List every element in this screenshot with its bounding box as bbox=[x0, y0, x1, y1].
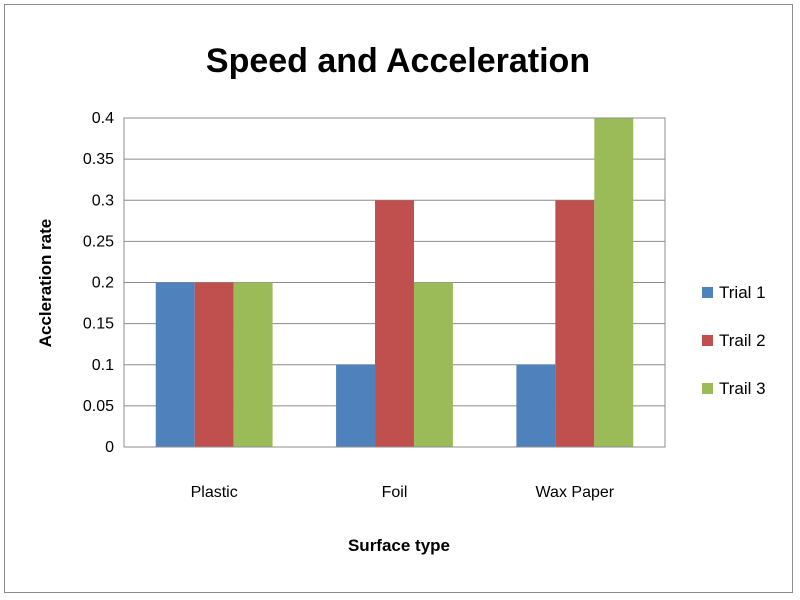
y-tick-label: 0 bbox=[105, 439, 114, 456]
legend-label: Trail 2 bbox=[719, 331, 766, 350]
x-tick-label: Foil bbox=[382, 484, 408, 501]
y-tick-label: 0.2 bbox=[92, 275, 114, 292]
bar bbox=[155, 282, 195, 447]
y-tick-label: 0.15 bbox=[83, 316, 114, 333]
bar bbox=[233, 282, 273, 447]
bar bbox=[336, 364, 376, 447]
y-tick-label: 0.3 bbox=[92, 192, 114, 209]
x-tick-label: Plastic bbox=[191, 484, 238, 501]
y-axis-ticks: 0 0.05 0.1 0.15 0.2 0.25 0.3 0.35 0.4 bbox=[83, 110, 114, 456]
y-tick-label: 0.25 bbox=[83, 233, 114, 250]
plot-area-border bbox=[123, 117, 666, 448]
bars bbox=[155, 118, 634, 447]
y-tick-label: 0.05 bbox=[83, 398, 114, 415]
y-tick-label: 0.4 bbox=[92, 110, 114, 127]
x-axis-title: Surface type bbox=[348, 536, 450, 555]
legend-swatch bbox=[702, 335, 713, 346]
legend-swatch bbox=[702, 383, 713, 394]
legend-swatch bbox=[702, 287, 713, 298]
legend: Trial 1 Trail 2 Trail 3 bbox=[702, 283, 766, 398]
bar bbox=[413, 282, 453, 447]
y-tick-label: 0.1 bbox=[92, 357, 114, 374]
x-tick-label: Wax Paper bbox=[536, 484, 615, 501]
chart-title: Speed and Acceleration bbox=[206, 42, 590, 80]
y-tick-label: 0.35 bbox=[83, 151, 114, 168]
bar bbox=[555, 200, 595, 447]
y-axis-title: Accleration rate bbox=[36, 219, 55, 348]
legend-label: Trial 1 bbox=[719, 283, 766, 302]
bar bbox=[194, 282, 234, 447]
x-axis-ticks: Plastic Foil Wax Paper bbox=[191, 484, 615, 501]
bar bbox=[594, 118, 634, 447]
bar bbox=[516, 364, 556, 447]
legend-label: Trail 3 bbox=[719, 379, 766, 398]
bar bbox=[375, 200, 414, 447]
